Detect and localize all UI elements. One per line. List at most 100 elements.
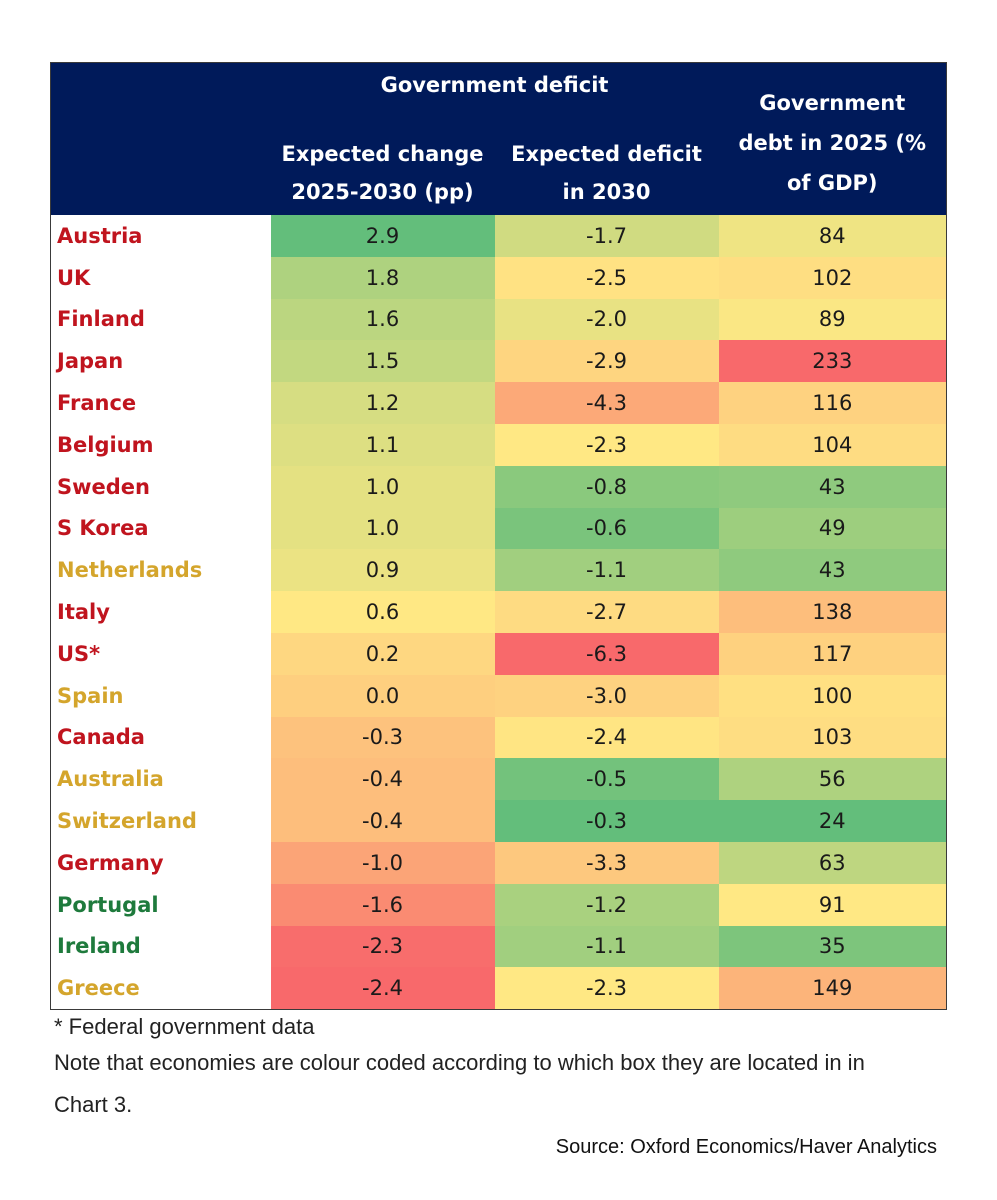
column-header-expected-change: Expected change 2025-2030 (pp) — [270, 107, 495, 215]
country-label: Australia — [50, 758, 271, 801]
country-label: Spain — [50, 674, 271, 717]
country-label: Canada — [50, 716, 271, 759]
header-line: 2025-2030 (pp) — [291, 180, 474, 204]
table-row: Belgium 1.1 -2.3 104 — [50, 423, 947, 466]
footnote-colour-note: Note that economies are colour coded acc… — [54, 1050, 865, 1117]
cell-change: 1.1 — [270, 423, 495, 466]
table-row: Sweden 1.0 -0.8 43 — [50, 465, 947, 508]
country-label: Netherlands — [50, 549, 271, 592]
header-line: in 2030 — [562, 180, 651, 204]
cell-debt: 100 — [718, 674, 947, 717]
cell-deficit: -4.3 — [494, 382, 719, 424]
cell-debt: 63 — [718, 841, 947, 884]
cell-deficit: -1.2 — [494, 883, 719, 926]
cell-deficit: -0.8 — [494, 465, 719, 508]
cell-change: 0.0 — [270, 674, 495, 717]
cell-deficit: -2.4 — [494, 716, 719, 759]
cell-change: -2.4 — [270, 967, 495, 1010]
cell-deficit: -2.7 — [494, 591, 719, 633]
table-row: Japan 1.5 -2.9 233 — [50, 340, 947, 383]
cell-deficit: -3.3 — [494, 841, 719, 884]
cell-change: 1.6 — [270, 298, 495, 341]
cell-debt: 43 — [718, 549, 947, 592]
table-row: S Korea 1.0 -0.6 49 — [50, 507, 947, 550]
cell-deficit: -0.3 — [494, 800, 719, 842]
cell-deficit: -2.0 — [494, 298, 719, 341]
cell-change: -1.6 — [270, 883, 495, 926]
cell-deficit: -1.1 — [494, 549, 719, 592]
cell-change: 2.9 — [270, 215, 495, 257]
country-label: France — [50, 382, 271, 424]
table-row: US* 0.2 -6.3 117 — [50, 632, 947, 675]
table-row: Italy 0.6 -2.7 138 — [50, 591, 947, 633]
footnotes: * Federal government data Note that econ… — [54, 1012, 914, 1126]
country-label: Ireland — [50, 925, 271, 968]
corner-header — [50, 62, 271, 215]
group-header-government-deficit: Government deficit — [270, 62, 719, 107]
table-row: Austria 2.9 -1.7 84 — [50, 215, 947, 257]
table-row: Greece -2.4 -2.3 149 — [50, 967, 947, 1010]
cell-debt: 117 — [718, 632, 947, 675]
cell-debt: 116 — [718, 382, 947, 424]
country-label: Belgium — [50, 423, 271, 466]
cell-debt: 84 — [718, 215, 947, 257]
table-row: Netherlands 0.9 -1.1 43 — [50, 549, 947, 592]
cell-debt: 103 — [718, 716, 947, 759]
footnote-asterisk: * Federal government data — [54, 1014, 315, 1039]
table-row: Ireland -2.3 -1.1 35 — [50, 925, 947, 968]
country-label: Japan — [50, 340, 271, 383]
cell-deficit: -1.1 — [494, 925, 719, 968]
cell-debt: 149 — [718, 967, 947, 1010]
cell-debt: 104 — [718, 423, 947, 466]
cell-change: 1.8 — [270, 256, 495, 299]
cell-deficit: -2.5 — [494, 256, 719, 299]
table-row: Australia -0.4 -0.5 56 — [50, 758, 947, 801]
cell-debt: 233 — [718, 340, 947, 383]
table-row: France 1.2 -4.3 116 — [50, 382, 947, 424]
table-row: UK 1.8 -2.5 102 — [50, 256, 947, 299]
cell-change: 0.9 — [270, 549, 495, 592]
table-row: Germany -1.0 -3.3 63 — [50, 841, 947, 884]
cell-debt: 138 — [718, 591, 947, 633]
country-label: UK — [50, 256, 271, 299]
table-row: Portugal -1.6 -1.2 91 — [50, 883, 947, 926]
header-line: debt in 2025 (% — [738, 131, 927, 155]
cell-deficit: -3.0 — [494, 674, 719, 717]
cell-debt: 91 — [718, 883, 947, 926]
cell-deficit: -2.3 — [494, 967, 719, 1010]
cell-change: -2.3 — [270, 925, 495, 968]
cell-debt: 24 — [718, 800, 947, 842]
table-row: Spain 0.0 -3.0 100 — [50, 674, 947, 717]
cell-change: 1.2 — [270, 382, 495, 424]
cell-change: -0.3 — [270, 716, 495, 759]
header-line: of GDP) — [786, 171, 878, 195]
cell-deficit: -2.9 — [494, 340, 719, 383]
cell-debt: 35 — [718, 925, 947, 968]
column-header-expected-deficit: Expected deficit in 2030 — [494, 107, 719, 215]
country-label: Italy — [50, 591, 271, 633]
cell-debt: 89 — [718, 298, 947, 341]
country-label: Switzerland — [50, 800, 271, 842]
column-header-debt: Government debt in 2025 (% of GDP) — [718, 62, 947, 215]
country-label: Sweden — [50, 465, 271, 508]
cell-deficit: -0.6 — [494, 507, 719, 550]
cell-change: 1.5 — [270, 340, 495, 383]
country-label: Austria — [50, 215, 271, 257]
cell-change: 0.6 — [270, 591, 495, 633]
table-row: Finland 1.6 -2.0 89 — [50, 298, 947, 341]
cell-deficit: -0.5 — [494, 758, 719, 801]
cell-deficit: -1.7 — [494, 215, 719, 257]
cell-debt: 56 — [718, 758, 947, 801]
country-label: Finland — [50, 298, 271, 341]
table-body: Austria 2.9 -1.7 84 UK 1.8 -2.5 102 Finland 1.6 -2… — [50, 215, 947, 1010]
source-label: Source: Oxford Economics/Haver Analytics — [555, 1136, 937, 1158]
country-label: Germany — [50, 841, 271, 884]
cell-debt: 49 — [718, 507, 947, 550]
country-label: S Korea — [50, 507, 271, 550]
table-row: Canada -0.3 -2.4 103 — [50, 716, 947, 759]
cell-debt: 43 — [718, 465, 947, 508]
cell-debt: 102 — [718, 256, 947, 299]
cell-change: 1.0 — [270, 507, 495, 550]
cell-change: -0.4 — [270, 758, 495, 801]
header-line: Government — [759, 91, 906, 115]
